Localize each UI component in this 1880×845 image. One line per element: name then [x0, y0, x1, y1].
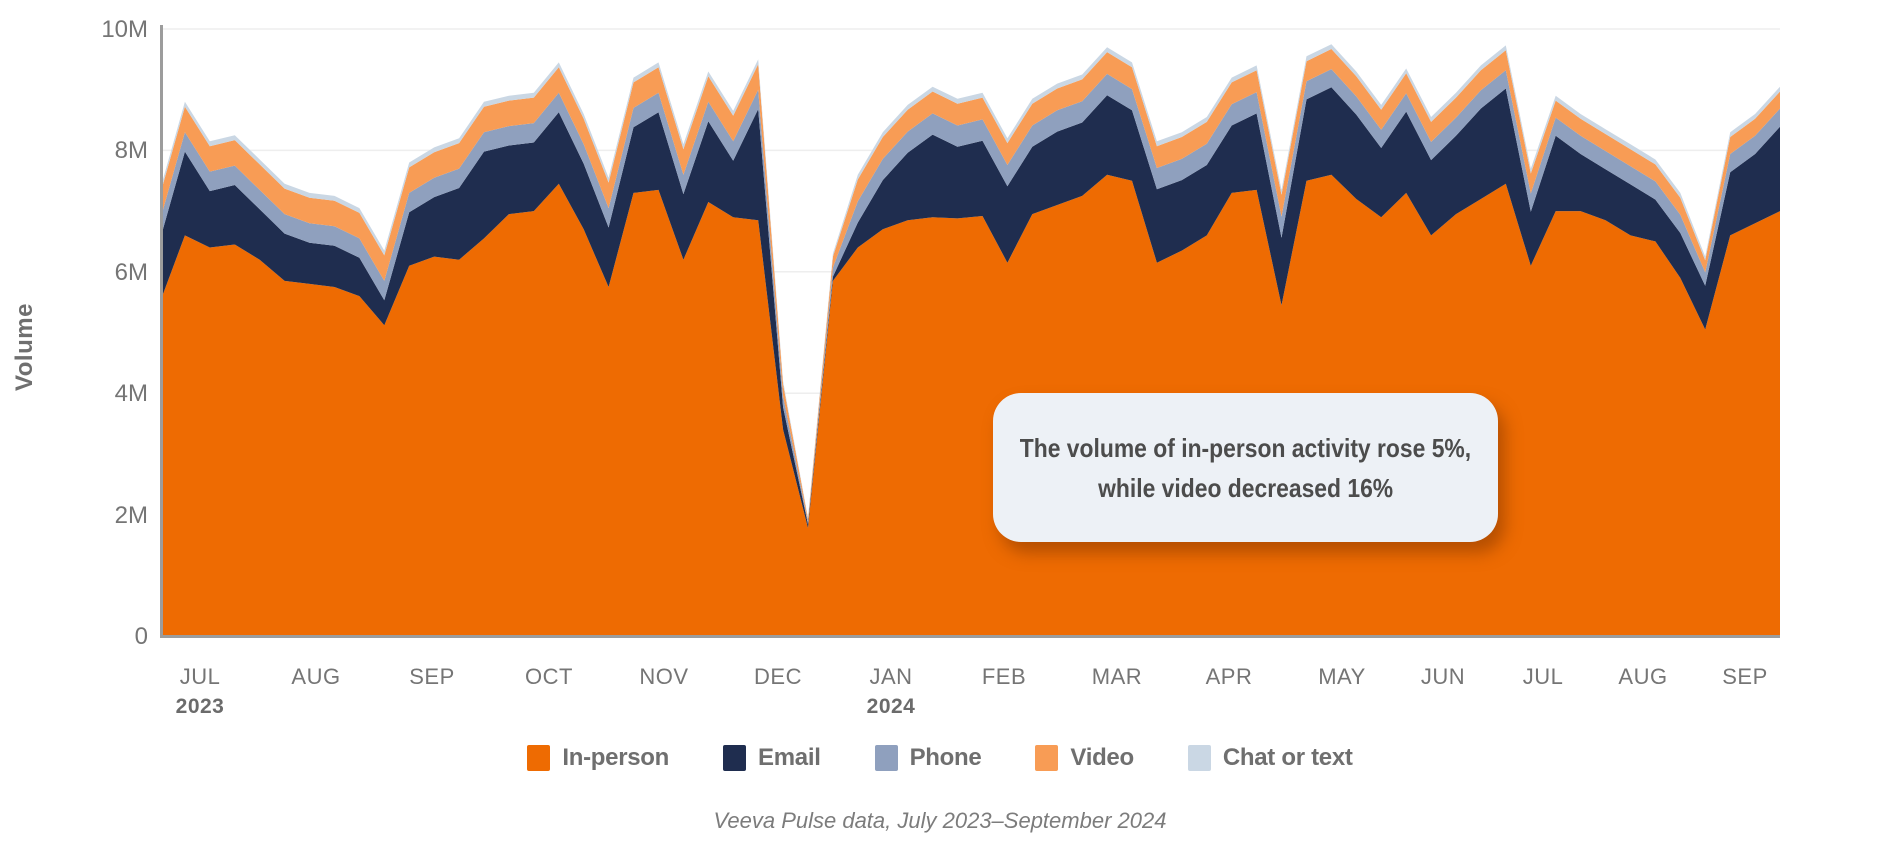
source-caption: Veeva Pulse data, July 2023–September 20… [713, 808, 1167, 833]
x-month-label: SEP [409, 664, 455, 689]
x-month-label: MAR [1091, 664, 1143, 689]
legend-label: Email [758, 744, 821, 771]
x-month-label: JAN [869, 664, 913, 689]
legend-item: Video [1035, 744, 1134, 772]
legend-label: Video [1070, 744, 1134, 771]
legend-swatch-icon [1187, 745, 1211, 771]
legend-swatch-icon [527, 745, 551, 771]
stacked-area-chart [160, 25, 1780, 638]
x-month-label: OCT [525, 664, 573, 689]
x-month-label: AUG [1618, 664, 1668, 689]
y-tick-label: 2M [114, 501, 148, 529]
legend-item: Chat or text [1187, 744, 1353, 772]
y-tick-label: 4M [114, 380, 148, 408]
x-month-label: NOV [639, 664, 689, 689]
x-month-label: AUG [291, 664, 341, 689]
legend-label: Phone [909, 744, 982, 771]
annotation-line-1: The volume of in-person activity rose 5%… [1019, 432, 1472, 463]
x-month-label: JUN [1420, 664, 1466, 689]
x-month-label: MAY [1318, 664, 1366, 689]
x-month-label: SEP [1722, 664, 1768, 689]
x-month-label: FEB [981, 664, 1027, 689]
y-tick-label: 10M [101, 16, 148, 43]
y-tick-label: 8M [114, 137, 148, 165]
legend-swatch-icon [874, 745, 898, 771]
legend-swatch-icon [723, 745, 747, 771]
legend-swatch-icon [1035, 745, 1059, 771]
annotation-line-2: while video decreased 16% [1097, 472, 1394, 503]
legend-label: In-person [562, 744, 670, 771]
legend: In-person Email Phone Video Chat or text [0, 744, 1880, 772]
x-year-label: 2023 [175, 695, 225, 718]
annotation-callout: The volume of in-person activity rose 5%… [993, 393, 1498, 542]
legend-label: Chat or text [1222, 744, 1353, 771]
x-month-label: APR [1205, 664, 1253, 689]
x-year-label: 2024 [866, 695, 916, 718]
legend-item: Phone [874, 744, 982, 772]
x-month-label: JUL [179, 664, 221, 689]
legend-item: In-person [527, 744, 669, 772]
y-tick-label: 0 [134, 623, 148, 650]
x-month-label: DEC [754, 664, 802, 689]
legend-item: Email [723, 744, 821, 772]
x-month-label: JUL [1522, 664, 1564, 689]
y-tick-label: 6M [114, 258, 148, 286]
